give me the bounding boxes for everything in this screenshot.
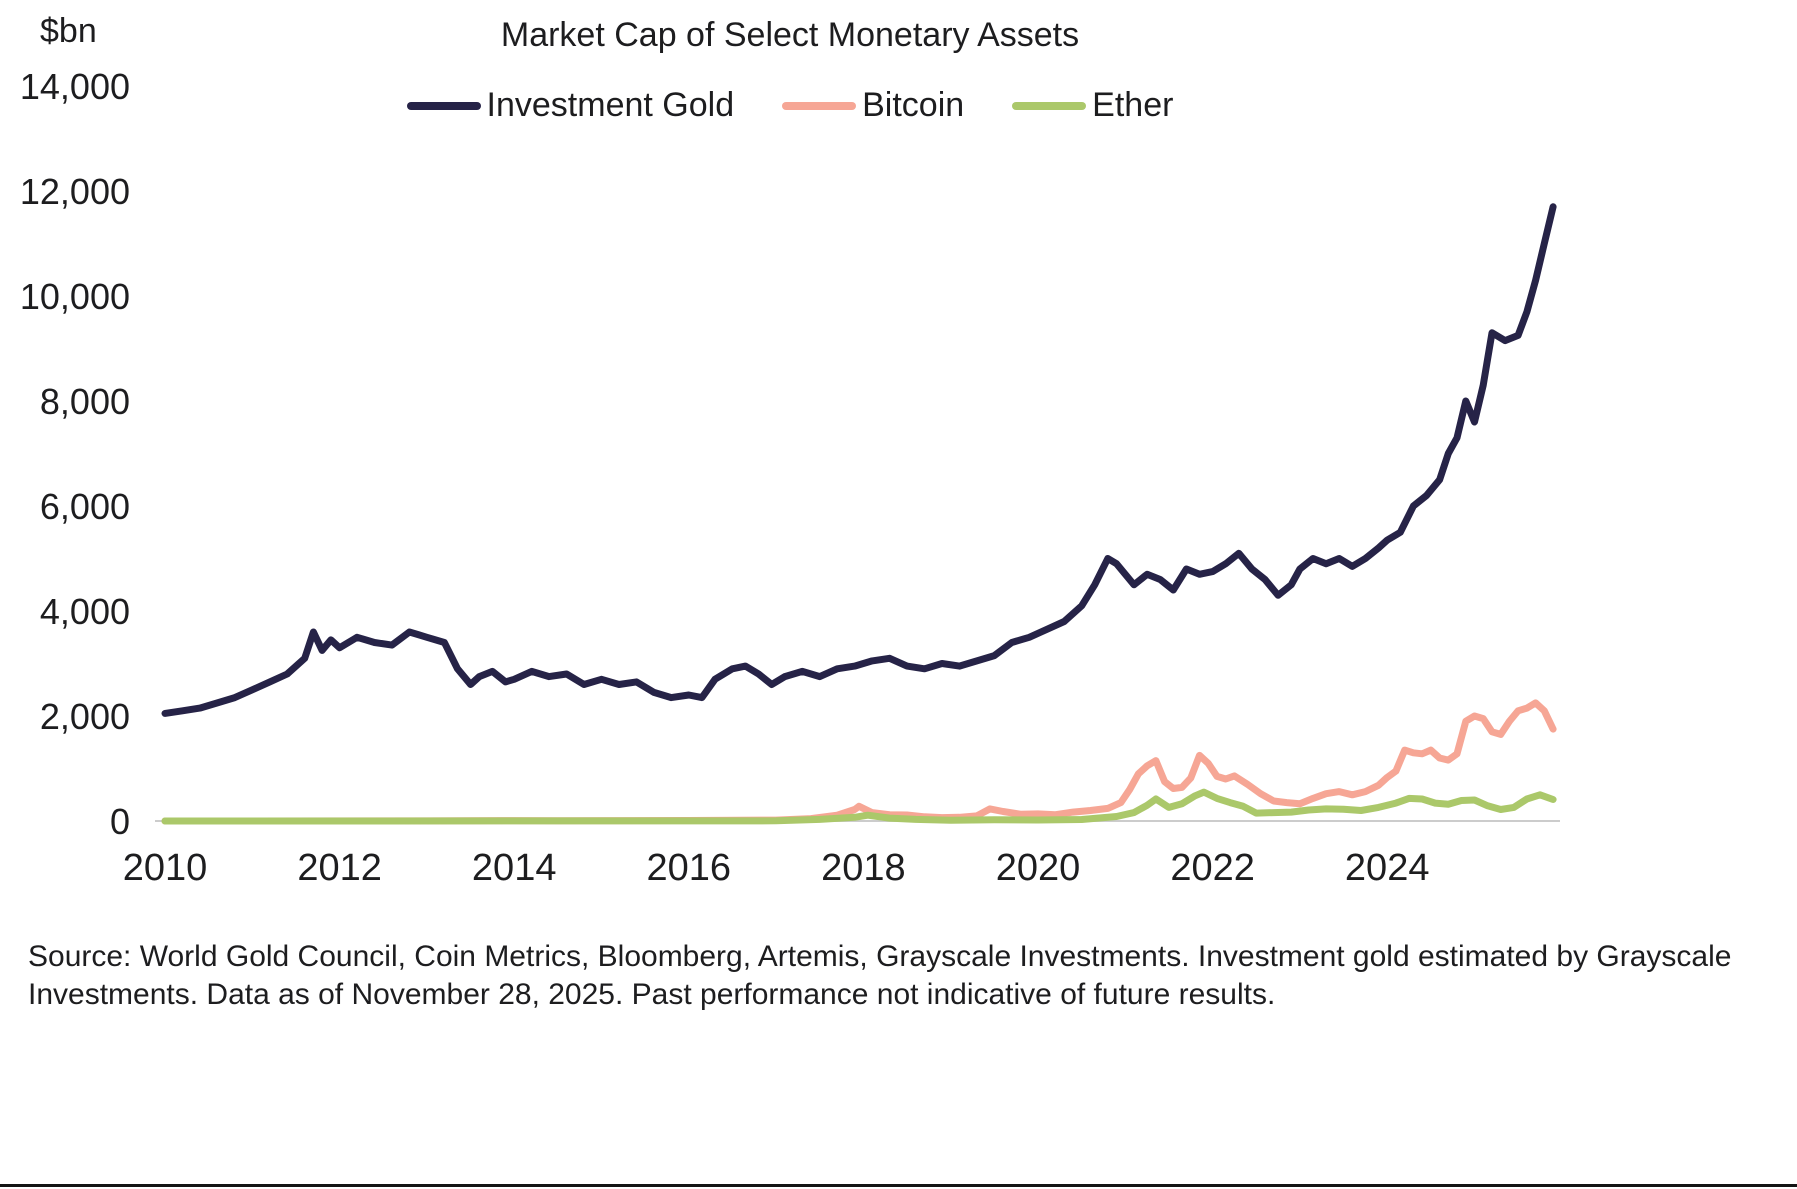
x-tick-label: 2014 xyxy=(472,847,557,889)
x-tick-label: 2022 xyxy=(1170,847,1255,889)
x-tick-label: 2020 xyxy=(996,847,1081,889)
y-axis-unit-label: $bn xyxy=(40,12,97,50)
legend-item-investment-gold: Investment Gold xyxy=(406,86,735,125)
bitcoin-line-swatch xyxy=(782,101,857,110)
series-line-ether xyxy=(161,788,1557,825)
y-tick-label: 6,000 xyxy=(40,486,130,527)
chart-legend: Investment Gold Bitcoin Ether xyxy=(0,86,1580,125)
x-tick-label: 2024 xyxy=(1345,847,1430,889)
series-line-bitcoin xyxy=(161,699,1557,825)
y-tick-label: 10,000 xyxy=(20,276,130,317)
x-tick-label: 2016 xyxy=(647,847,732,889)
legend-label-bitcoin: Bitcoin xyxy=(862,86,965,124)
y-tick-label: 2,000 xyxy=(40,696,130,737)
x-tick-label: 2012 xyxy=(297,847,382,889)
y-tick-label: 0 xyxy=(110,801,130,842)
y-tick-label: 8,000 xyxy=(40,381,130,422)
legend-label-investment-gold: Investment Gold xyxy=(486,86,735,124)
y-tick-label: 4,000 xyxy=(40,591,130,632)
investment-gold-line-swatch xyxy=(406,101,481,110)
x-tick-label: 2010 xyxy=(123,847,208,889)
legend-item-bitcoin: Bitcoin xyxy=(782,86,964,125)
legend-label-ether: Ether xyxy=(1092,86,1174,124)
ether-line-swatch xyxy=(1012,101,1087,110)
y-tick-label: 12,000 xyxy=(20,171,130,212)
y-tick-label: 14,000 xyxy=(20,66,130,107)
x-tick-label: 2018 xyxy=(821,847,906,889)
source-attribution-text: Source: World Gold Council, Coin Metrics… xyxy=(28,940,1732,1012)
series-line-investment-gold xyxy=(161,203,1557,717)
legend-item-ether: Ether xyxy=(1012,86,1173,125)
chart-title: Market Cap of Select Monetary Assets xyxy=(500,16,1080,54)
bottom-divider xyxy=(0,1184,1797,1187)
